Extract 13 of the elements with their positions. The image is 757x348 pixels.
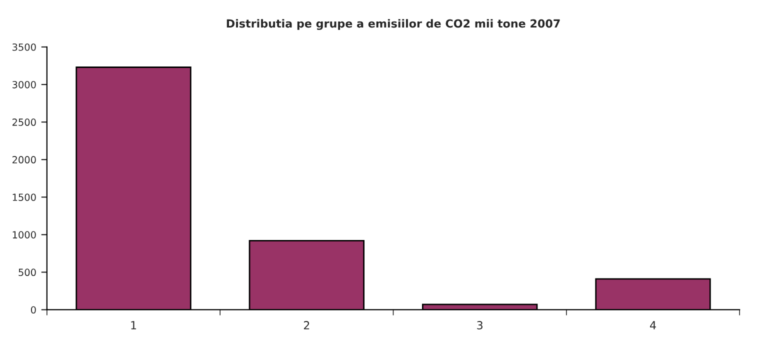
chart-title: Distributia pe grupe a emisiilor de CO2 mii tone 2007: [226, 19, 560, 30]
y-tick-label: 2000: [12, 156, 36, 164]
y-tick-label: 1000: [12, 231, 36, 238]
x-tick-label: 3: [477, 321, 482, 330]
y-tick-label: 3500: [12, 43, 36, 51]
x-tick-label: 1: [131, 321, 136, 330]
y-tick-label: 3000: [12, 80, 36, 88]
y-tick-label: 2500: [12, 118, 36, 126]
y-tick-label: 0: [30, 306, 36, 314]
y-tick-label: 500: [18, 268, 36, 276]
x-tick-label: 2: [304, 321, 310, 330]
y-tick-label: 1500: [12, 194, 36, 201]
x-tick-label: 4: [650, 321, 656, 330]
